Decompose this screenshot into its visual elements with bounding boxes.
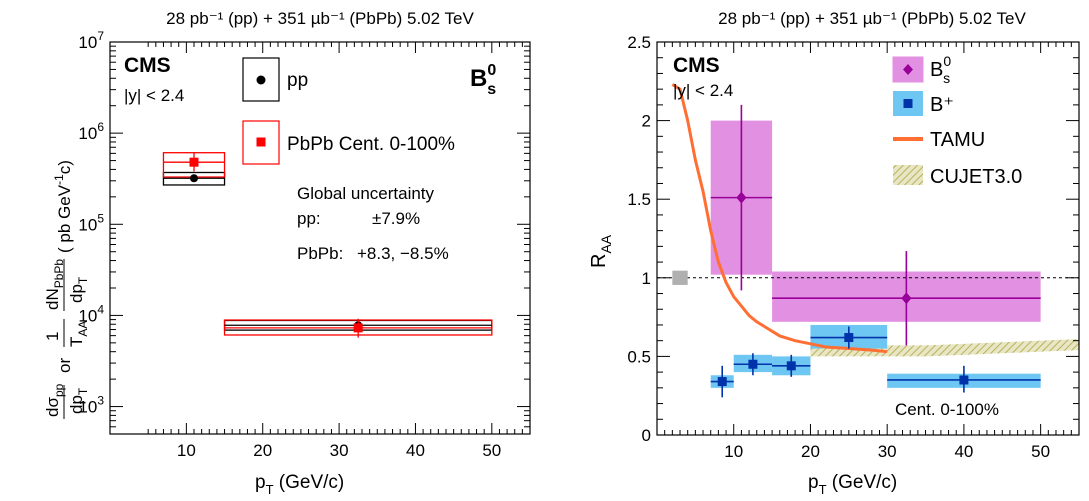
right-y-tick-label: 0 bbox=[642, 426, 651, 445]
bplus-point bbox=[786, 361, 796, 371]
right-rapidity-label: |y| < 2.4 bbox=[673, 81, 733, 100]
left-y-tick-label: 106 bbox=[78, 120, 104, 143]
right-marks bbox=[710, 104, 1041, 398]
legend-marker-bs0 bbox=[903, 64, 913, 75]
legend-marker-pp bbox=[256, 75, 266, 85]
right-x-tick-label: 20 bbox=[801, 442, 820, 461]
left-y-tick-label: 107 bbox=[78, 29, 104, 52]
svg-text:dNPbPb: dNPbPb bbox=[43, 259, 66, 310]
left-header: 28 pb⁻¹ (pp) + 351 µb⁻¹ (PbPb) 5.02 TeV bbox=[166, 9, 474, 28]
legend-marker-pbpb bbox=[256, 137, 266, 147]
right-model-curves bbox=[671, 83, 888, 354]
bplus-point bbox=[844, 333, 854, 343]
bplus-point bbox=[748, 359, 758, 369]
right-x-tick-label: 30 bbox=[878, 442, 897, 461]
right-x-axis-label: pT (GeV/c) bbox=[808, 472, 897, 497]
legend-entry-bs0: B0 s bbox=[892, 53, 951, 86]
right-y-tick-label: 2 bbox=[642, 112, 651, 131]
legend-entry-pp: pp bbox=[242, 57, 308, 102]
left-x-tick-label: 10 bbox=[177, 441, 196, 460]
legend-label-bs0: B0 s bbox=[930, 53, 951, 86]
svg-text:dpT: dpT bbox=[67, 276, 90, 303]
legend-label-pbpb: PbPb Cent. 0-100% bbox=[287, 134, 455, 155]
bs0-point bbox=[901, 292, 912, 305]
global-uncertainty-box bbox=[672, 270, 688, 285]
left-cms-label: CMS bbox=[124, 54, 171, 77]
right-y-tick-label: 0.5 bbox=[627, 347, 651, 366]
legend-entry-tamu: TAMU bbox=[893, 129, 985, 151]
svg-text:dσpp: dσpp bbox=[43, 383, 66, 417]
right-y-tick-label: 1.5 bbox=[627, 190, 651, 209]
legend-label-bplus: B⁺ bbox=[930, 94, 954, 116]
left-y-tick-label: 105 bbox=[78, 211, 104, 234]
left-rapidity-label: |y| < 2.4 bbox=[124, 86, 184, 105]
bplus-point bbox=[717, 377, 727, 387]
global-uncertainty-pbpb-label: PbPb: bbox=[297, 244, 343, 263]
left-y-axis-label: dσpp dpT or 1 TAA dNPbPb dpT ( pb GeV-1c… bbox=[43, 160, 90, 419]
right-y-tick-label: 2.5 bbox=[627, 33, 651, 52]
legend-box-cujet bbox=[893, 165, 923, 185]
right-x-tick-label: 40 bbox=[954, 442, 973, 461]
left-x-tick-label: 40 bbox=[406, 441, 425, 460]
right-frame bbox=[656, 41, 1080, 436]
legend-entry-bplus: B⁺ bbox=[893, 91, 954, 116]
global-uncertainty-pp-label: pp: bbox=[297, 209, 321, 228]
global-uncertainty-title: Global uncertainty bbox=[297, 184, 435, 203]
right-header: 28 pb⁻¹ (pp) + 351 µb⁻¹ (PbPb) 5.02 TeV bbox=[718, 9, 1026, 28]
legend-label-tamu: TAMU bbox=[930, 129, 985, 151]
legend-label-cujet: CUJET3.0 bbox=[930, 166, 1022, 188]
right-y-tick-label: 1 bbox=[642, 269, 651, 288]
legend-entry-pbpb: PbPb Cent. 0-100% bbox=[242, 120, 455, 165]
right-x-tick-label: 10 bbox=[724, 442, 743, 461]
global-uncertainty-pbpb-value: +8.3, −8.5% bbox=[357, 244, 449, 263]
pbpb-point bbox=[353, 323, 363, 333]
left-particle-label: B0 s bbox=[470, 62, 496, 98]
svg-text:1: 1 bbox=[43, 332, 62, 341]
pp-point bbox=[190, 174, 198, 183]
right-centrality-label: Cent. 0-100% bbox=[895, 400, 999, 419]
right-x-tick-label: 50 bbox=[1031, 442, 1050, 461]
legend-entry-cujet: CUJET3.0 bbox=[893, 165, 1022, 188]
right-panel: 28 pb⁻¹ (pp) + 351 µb⁻¹ (PbPb) 5.02 TeV … bbox=[588, 9, 1080, 497]
svg-text:( pb GeV-1c): ( pb GeV-1c) bbox=[52, 160, 74, 253]
left-marks bbox=[163, 152, 492, 338]
legend-marker-bplus bbox=[903, 99, 913, 108]
legend-label-pp: pp bbox=[287, 70, 308, 91]
svg-text:TAA: TAA bbox=[67, 321, 90, 347]
pbpb-point bbox=[189, 157, 199, 167]
bs0-point bbox=[736, 191, 747, 204]
left-panel: 28 pb⁻¹ (pp) + 351 µb⁻¹ (PbPb) 5.02 TeV … bbox=[43, 9, 531, 497]
right-reference bbox=[657, 270, 1079, 285]
global-uncertainty-pp-value: ±7.9% bbox=[372, 209, 420, 228]
right-axes: 10 20 30 40 50 0 0.5 1 1.5 2 2.5 bbox=[627, 33, 1080, 461]
left-x-tick-label: 50 bbox=[482, 441, 501, 460]
right-y-axis-label: RAA bbox=[588, 234, 614, 268]
svg-text:or: or bbox=[55, 358, 74, 373]
left-x-axis-label: pT (GeV/c) bbox=[255, 472, 344, 497]
bplus-point bbox=[959, 375, 969, 385]
right-cms-label: CMS bbox=[673, 54, 720, 77]
left-x-tick-label: 30 bbox=[330, 441, 349, 460]
tamu-curve bbox=[671, 83, 888, 354]
left-x-tick-label: 20 bbox=[253, 441, 272, 460]
